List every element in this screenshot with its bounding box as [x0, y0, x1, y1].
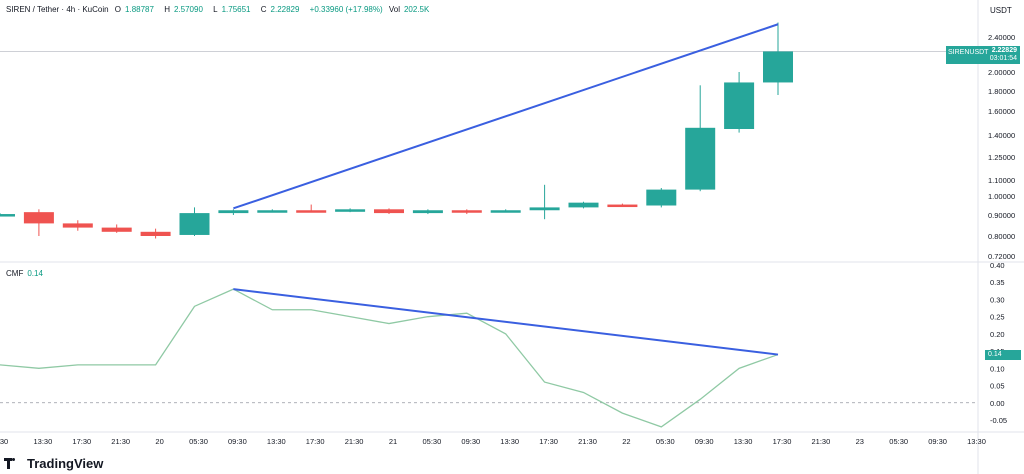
candle-body — [374, 209, 404, 214]
time-axis-tick: 13:30 — [34, 437, 53, 446]
cmf-axis-tick: 0.40 — [990, 261, 1005, 270]
price-axis-tick: 2.00000 — [988, 68, 1015, 77]
candle-body — [62, 223, 93, 228]
time-axis-tick: 22 — [622, 437, 630, 446]
time-axis-tick: 05:30 — [423, 437, 442, 446]
time-axis-tick: 05:30 — [889, 437, 908, 446]
candle-body — [646, 189, 677, 206]
time-axis-tick: 17:30 — [773, 437, 792, 446]
time-axis-tick: 23 — [856, 437, 864, 446]
candle-body — [101, 227, 132, 232]
candle-body — [607, 204, 638, 208]
price-trendline — [233, 23, 779, 210]
quote-currency-label[interactable]: USDT — [990, 6, 1012, 15]
price-axis-tick: 0.80000 — [988, 232, 1015, 241]
price-axis-tick: 1.10000 — [988, 176, 1015, 185]
candle-body — [140, 231, 171, 236]
time-axis-tick: 09:30 — [461, 437, 480, 446]
time-axis-tick: 13:30 — [734, 437, 753, 446]
volume-value: Vol 202.5K — [388, 5, 430, 14]
candle-body — [296, 210, 327, 213]
time-axis-tick: 09:30 — [695, 437, 714, 446]
time-axis-tick: 21:30 — [578, 437, 597, 446]
price-tag-symbol: SIRENUSDT — [948, 49, 989, 56]
cmf-axis-tick: 0.20 — [990, 330, 1005, 339]
time-axis-tick: 05:30 — [656, 437, 675, 446]
time-axis-tick: 17:30 — [539, 437, 558, 446]
cmf-axis-tick: 0.00 — [990, 399, 1005, 408]
time-axis-tick: 20 — [155, 437, 163, 446]
price-axis-tick: 1.40000 — [988, 131, 1015, 140]
price-axis-tick: 1.25000 — [988, 153, 1015, 162]
time-axis-tick: 17:30 — [72, 437, 91, 446]
low-value: L 1.75651 — [213, 5, 251, 14]
time-axis-tick: 09:30 — [928, 437, 947, 446]
cmf-axis-tick: 0.10 — [990, 364, 1005, 373]
time-axis-tick: 13:30 — [267, 437, 286, 446]
candle-body — [529, 207, 560, 211]
price-axis-tick: 1.00000 — [988, 192, 1015, 201]
open-value: O 1.88787 — [114, 5, 154, 14]
price-axis-tick: 0.72000 — [988, 252, 1015, 261]
price-axis-tick: 1.80000 — [988, 87, 1015, 96]
candle-body — [685, 127, 716, 190]
last-price-tag: SIRENUSDT 2.22829 03:01:54 — [946, 46, 1020, 64]
candle-body — [568, 202, 599, 208]
price-axis-tick: 1.60000 — [988, 107, 1015, 116]
cmf-axis-tick: 0.05 — [990, 382, 1005, 391]
cmf-current-value: 0.14 — [27, 269, 43, 278]
price-tag-countdown: 03:01:54 — [989, 55, 1017, 62]
candle-body — [0, 214, 15, 217]
cmf-header[interactable]: CMF 0.14 — [6, 269, 43, 278]
time-axis-tick: 09:30 — [228, 437, 247, 446]
time-axis-tick: 13:30 — [967, 437, 986, 446]
time-axis-tick: 21 — [389, 437, 397, 446]
time-axis-tick: 21:30 — [812, 437, 831, 446]
candle-body — [179, 213, 210, 235]
candle-body — [490, 210, 521, 213]
high-value: H 2.57090 — [164, 5, 203, 14]
time-axis-tick: 13:30 — [500, 437, 519, 446]
cmf-trendline — [233, 288, 779, 356]
time-axis-tick: 21:30 — [345, 437, 364, 446]
candle-body — [412, 210, 443, 214]
cmf-axis-tick: 0.35 — [990, 278, 1005, 287]
time-axis-tick: 05:30 — [189, 437, 208, 446]
price-tag-price: 2.22829 — [991, 47, 1017, 54]
candle-body — [23, 212, 54, 224]
cmf-line — [0, 288, 779, 428]
candle-body — [451, 210, 482, 213]
price-axis-tick: 0.90000 — [988, 211, 1015, 220]
tradingview-logo-icon — [4, 458, 23, 469]
cmf-axis-tick: -0.05 — [990, 416, 1007, 425]
tradingview-brand[interactable]: TradingView — [4, 456, 103, 471]
candle-body — [335, 209, 366, 212]
time-axis-tick: 21:30 — [111, 437, 130, 446]
candle-body — [724, 82, 755, 129]
cmf-axis-tick: 0.30 — [990, 295, 1005, 304]
candle-body — [763, 51, 793, 83]
cmf-axis-tick: 0.25 — [990, 313, 1005, 322]
brand-name: TradingView — [27, 456, 104, 471]
cmf-value-tag: 0.14 — [985, 350, 1021, 360]
change-value: +0.33960 (+17.98%) — [309, 5, 383, 14]
cmf-name: CMF — [6, 269, 24, 278]
close-value: C 2.22829 — [260, 5, 300, 14]
symbol-name[interactable]: SIREN / Tether · 4h · KuCoin — [6, 5, 109, 14]
price-axis-tick: 2.40000 — [988, 33, 1015, 42]
candle-body — [257, 210, 288, 213]
time-axis-tick: 30 — [0, 437, 8, 446]
time-axis-tick: 17:30 — [306, 437, 325, 446]
candle-body — [218, 210, 249, 214]
